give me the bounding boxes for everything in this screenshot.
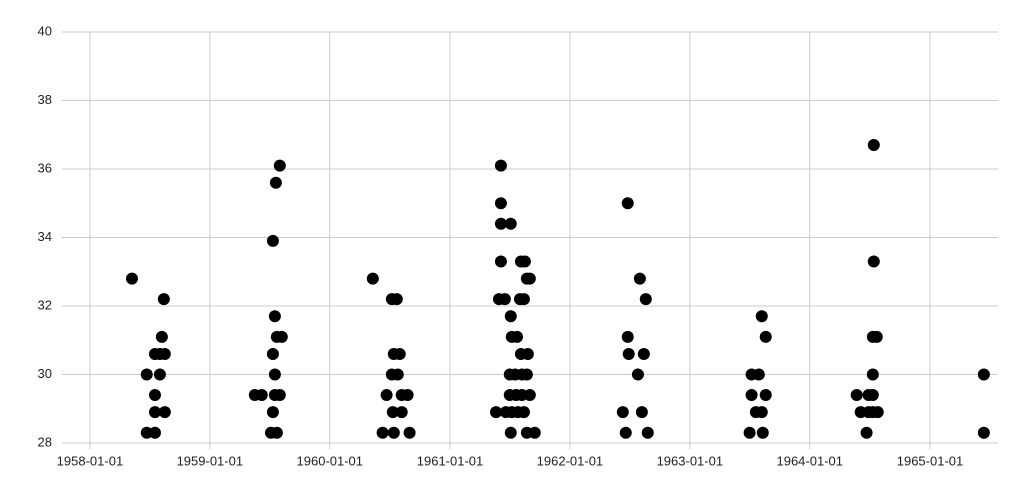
point bbox=[153, 368, 166, 381]
point bbox=[504, 310, 517, 323]
point bbox=[393, 347, 406, 360]
point bbox=[977, 426, 990, 439]
point bbox=[266, 406, 279, 419]
y-tick-label: 38 bbox=[38, 92, 52, 107]
point bbox=[148, 406, 161, 419]
x-tick-label: 1960-01-01 bbox=[297, 453, 364, 468]
point bbox=[523, 389, 536, 402]
point bbox=[860, 426, 873, 439]
x-tick-label: 1958-01-01 bbox=[57, 453, 124, 468]
point bbox=[756, 426, 769, 439]
point bbox=[867, 255, 880, 268]
point bbox=[639, 293, 652, 306]
point bbox=[380, 389, 393, 402]
point bbox=[140, 426, 153, 439]
point bbox=[387, 426, 400, 439]
point bbox=[621, 197, 634, 210]
point bbox=[759, 389, 772, 402]
point bbox=[386, 406, 399, 419]
point bbox=[268, 310, 281, 323]
x-tick-label: 1963-01-01 bbox=[657, 453, 724, 468]
point bbox=[619, 426, 632, 439]
y-tick-label: 30 bbox=[38, 366, 52, 381]
point bbox=[866, 368, 879, 381]
point bbox=[269, 176, 282, 189]
point bbox=[520, 368, 533, 381]
point bbox=[266, 347, 279, 360]
point bbox=[517, 293, 530, 306]
point bbox=[273, 159, 286, 172]
point bbox=[395, 406, 408, 419]
point bbox=[494, 255, 507, 268]
point bbox=[866, 389, 879, 402]
point bbox=[255, 389, 268, 402]
point bbox=[155, 330, 168, 343]
point bbox=[494, 217, 507, 230]
point bbox=[504, 217, 517, 230]
point bbox=[148, 389, 161, 402]
point bbox=[140, 368, 153, 381]
point bbox=[867, 139, 880, 152]
point bbox=[755, 310, 768, 323]
point bbox=[158, 406, 171, 419]
point bbox=[366, 272, 379, 285]
point bbox=[494, 159, 507, 172]
point bbox=[616, 406, 629, 419]
point bbox=[494, 197, 507, 210]
point bbox=[752, 368, 765, 381]
point bbox=[391, 368, 404, 381]
x-tick-label: 1959-01-01 bbox=[177, 453, 244, 468]
point bbox=[622, 347, 635, 360]
point bbox=[125, 272, 138, 285]
y-tick-label: 28 bbox=[38, 434, 52, 449]
point bbox=[390, 293, 403, 306]
point bbox=[275, 330, 288, 343]
point bbox=[158, 347, 171, 360]
y-tick-label: 32 bbox=[38, 297, 52, 312]
point bbox=[157, 293, 170, 306]
point bbox=[528, 426, 541, 439]
point bbox=[637, 347, 650, 360]
point bbox=[504, 426, 517, 439]
point bbox=[631, 368, 644, 381]
point bbox=[871, 406, 884, 419]
point bbox=[148, 426, 161, 439]
point bbox=[745, 389, 758, 402]
point bbox=[518, 255, 531, 268]
x-tick-label: 1961-01-01 bbox=[417, 453, 484, 468]
point bbox=[633, 272, 646, 285]
point bbox=[403, 426, 416, 439]
point bbox=[273, 389, 286, 402]
x-tick-label: 1964-01-01 bbox=[776, 453, 843, 468]
point bbox=[977, 368, 990, 381]
point bbox=[401, 389, 414, 402]
point bbox=[635, 406, 648, 419]
point bbox=[266, 234, 279, 247]
y-tick-label: 36 bbox=[38, 160, 52, 175]
point bbox=[850, 389, 863, 402]
point bbox=[521, 347, 534, 360]
point bbox=[870, 330, 883, 343]
point bbox=[755, 406, 768, 419]
point bbox=[641, 426, 654, 439]
point bbox=[489, 406, 502, 419]
point bbox=[376, 426, 389, 439]
x-tick-label: 1965-01-01 bbox=[897, 453, 964, 468]
x-tick-label: 1962-01-01 bbox=[537, 453, 604, 468]
y-tick-label: 34 bbox=[38, 229, 52, 244]
point bbox=[498, 293, 511, 306]
y-tick-label: 40 bbox=[38, 23, 52, 38]
point bbox=[743, 426, 756, 439]
point bbox=[621, 330, 634, 343]
point bbox=[523, 272, 536, 285]
point bbox=[517, 406, 530, 419]
point bbox=[270, 426, 283, 439]
point bbox=[511, 330, 524, 343]
point bbox=[268, 368, 281, 381]
point bbox=[759, 330, 772, 343]
